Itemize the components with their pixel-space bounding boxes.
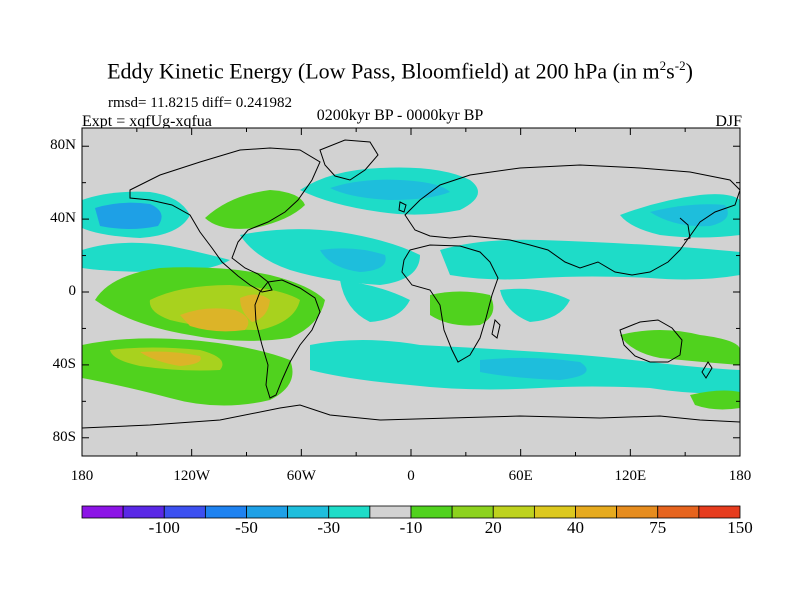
colorbar <box>81 505 741 519</box>
coast-japan <box>679 217 691 241</box>
coast-nz <box>701 361 713 379</box>
field-cyan-indian <box>500 288 570 322</box>
colorbar-swatch <box>533 505 576 519</box>
field-teal-atlantic-nh <box>320 248 386 272</box>
lon-label: 0 <box>407 468 415 484</box>
experiment-label: Expt = xqfUg-xqfua <box>82 113 212 130</box>
field-orange-tropical-pacific <box>180 308 249 332</box>
lon-label: 60W <box>286 468 316 484</box>
coast-north-america <box>129 147 321 293</box>
lon-label: 120E <box>614 468 647 484</box>
field-teal-northatlantic <box>330 179 450 200</box>
coast-antarctica <box>82 404 740 429</box>
colorbar-swatch <box>369 505 412 519</box>
colorbar-label: 20 <box>484 518 502 537</box>
field-blue-northpacific <box>95 202 162 229</box>
colorbar-label: 75 <box>649 518 667 537</box>
lat-label: 80N <box>50 137 76 154</box>
field-teal-sh-band <box>480 357 587 380</box>
contour-fields <box>82 167 740 410</box>
field-teal-eastasia <box>650 204 728 227</box>
colorbar-swatch <box>287 505 330 519</box>
coastlines <box>82 139 740 429</box>
coast-africa <box>401 244 499 363</box>
field-orange-sh-pacific <box>140 351 201 366</box>
colorbar-swatch <box>698 505 741 519</box>
colorbar-swatch <box>616 505 659 519</box>
colorbar-swatch <box>122 505 165 519</box>
map-title: Eddy Kinetic Energy (Low Pass, Bloomfiel… <box>107 58 693 84</box>
colorbar-swatch <box>575 505 618 519</box>
colorbar-label: -100 <box>148 518 180 537</box>
stats-text: rmsd= 11.8215 diff= 0.241982 <box>108 95 292 111</box>
field-green-australia <box>620 330 740 365</box>
lat-label: 40S <box>52 355 76 372</box>
field-cyan-subtropical-nh <box>82 242 230 272</box>
coast-madagascar <box>491 318 501 339</box>
lon-label: 60E <box>508 468 533 484</box>
lat-label: 80S <box>52 428 76 445</box>
colorbar-label: 40 <box>567 518 584 537</box>
colorbar-swatch <box>492 505 535 519</box>
coast-australia <box>619 319 683 363</box>
colorbar-swatch <box>246 505 289 519</box>
colorbar-label: -50 <box>235 518 258 537</box>
field-cyan-africa-asia <box>440 239 740 280</box>
lon-label: 120W <box>173 468 210 484</box>
field-cyan-southatlantic <box>340 280 410 322</box>
lat-label: 40N <box>50 210 76 227</box>
coast-europe-asia <box>404 164 740 276</box>
colorbar-swatch <box>657 505 700 519</box>
season-label: DJF <box>715 113 742 130</box>
lon-label: 180 <box>728 468 752 484</box>
field-green-africa <box>430 291 494 326</box>
coast-south-america <box>254 279 321 399</box>
field-cyan-australia <box>650 365 700 382</box>
colorbar-swatch <box>410 505 453 519</box>
colorbar-swatch <box>328 505 371 519</box>
period-label: 0200kyr BP - 0000kyr BP <box>316 107 484 124</box>
colorbar-swatch <box>204 505 247 519</box>
colorbar-swatch <box>81 505 124 519</box>
field-green-nepacific <box>205 190 305 229</box>
colorbar-label: 150 <box>727 518 753 537</box>
lon-label: 180 <box>70 468 94 484</box>
lat-label: 0 <box>68 283 77 299</box>
colorbar-label: -10 <box>399 518 423 537</box>
colorbar-label: -30 <box>317 518 341 537</box>
colorbar-swatch <box>451 505 494 519</box>
field-green-south-pacific <box>690 390 740 410</box>
coast-uk <box>398 201 407 213</box>
coast-greenland <box>319 139 379 181</box>
colorbar-swatch <box>163 505 206 519</box>
axis-ticks <box>81 128 741 456</box>
